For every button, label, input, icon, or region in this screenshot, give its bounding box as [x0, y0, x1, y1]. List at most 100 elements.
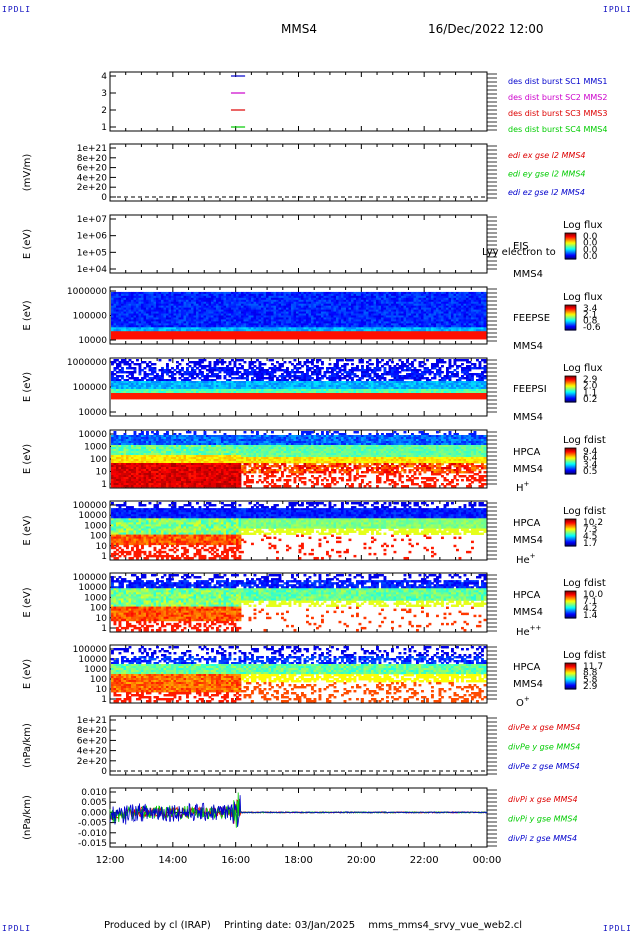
spectrogram-cell — [351, 315, 354, 318]
spectrogram-cell — [126, 303, 129, 307]
spectrogram-cell — [418, 317, 422, 320]
spectrogram-cell — [231, 335, 234, 338]
spectrogram-cell — [138, 297, 142, 301]
spectrogram-cell — [401, 303, 404, 307]
spectrogram-cell — [473, 317, 477, 320]
spectrogram-cell — [123, 307, 127, 311]
spectrogram-cell — [253, 299, 257, 303]
spectrogram-cell — [138, 291, 142, 295]
spectrogram-cell — [238, 387, 242, 390]
spectrogram-cell — [428, 299, 432, 303]
spectrogram-cell — [198, 327, 202, 330]
spectrogram-cell — [143, 303, 147, 307]
spectrogram-cell — [296, 311, 299, 314]
spectrogram-cell — [158, 303, 162, 307]
spectrogram-cell — [221, 303, 224, 307]
spectrogram-cell — [343, 323, 347, 326]
spectrogram-cell — [353, 333, 357, 336]
spectrogram-cell — [223, 321, 227, 324]
spectrogram-cell — [461, 299, 464, 303]
spectrogram-cell — [293, 291, 297, 295]
spectrogram-cell — [146, 293, 149, 297]
spectrogram-cell — [441, 337, 444, 340]
spectrogram-cell — [393, 315, 397, 318]
spectrogram-cell — [283, 317, 287, 320]
spectrogram-cell — [351, 333, 354, 336]
spectrogram-cell — [481, 329, 484, 332]
spectrogram-cell — [443, 321, 447, 324]
spectrogram-cell — [111, 335, 114, 338]
spectrogram-cell — [113, 361, 117, 364]
spectrogram-cell — [203, 389, 207, 392]
spectrogram-cell — [368, 315, 372, 318]
spectrogram-cell — [278, 325, 282, 328]
spectrogram-cell — [246, 369, 249, 372]
spectrogram-cell — [123, 381, 127, 384]
spectrogram-cell — [341, 325, 344, 328]
spectrogram-cell — [133, 327, 137, 330]
spectrogram-cell — [121, 291, 124, 295]
spectrogram-cell — [123, 299, 127, 303]
spectrogram-cell — [161, 391, 164, 394]
spectrogram-cell — [238, 331, 242, 334]
spectrogram-cell — [236, 317, 239, 320]
spectrogram-cell — [238, 375, 242, 378]
spectrogram-cell — [231, 311, 234, 314]
spectrogram-cell — [456, 313, 459, 316]
spectrogram-cell — [121, 369, 124, 372]
spectrogram-cell — [256, 387, 259, 390]
spectrogram-cell — [416, 327, 419, 330]
spectrogram-cell — [448, 307, 452, 311]
spectrogram-cell — [331, 319, 334, 322]
spectrogram-cell — [288, 309, 292, 312]
spectrogram-cell — [176, 329, 179, 332]
spectrogram-cell — [431, 307, 434, 311]
spectrogram-cell — [198, 369, 202, 372]
spectrogram-cell — [123, 389, 127, 392]
spectrogram-cell — [221, 321, 224, 324]
spectrogram-cell — [278, 335, 282, 338]
spectrogram-cell — [451, 295, 454, 299]
spectrogram-cell — [348, 297, 352, 301]
spectrogram-cell — [288, 307, 292, 311]
spectrogram-cell — [311, 327, 314, 330]
spectrogram-cell — [361, 311, 364, 314]
spectrogram-cell — [136, 387, 139, 390]
spectrogram-cell — [273, 297, 277, 301]
spectrogram-cell — [431, 299, 434, 303]
spectrogram-cell — [256, 291, 259, 295]
spectrogram-cell — [111, 397, 114, 400]
spectrogram-cell — [261, 301, 264, 305]
spectrogram-cell — [263, 309, 267, 312]
spectrogram-cell — [128, 333, 132, 336]
spectrogram-cell — [241, 365, 244, 368]
spectrogram-cell — [178, 319, 182, 322]
spectrogram-cell — [186, 327, 189, 330]
spectrogram-cell — [238, 391, 242, 394]
spectrogram-cell — [341, 293, 344, 297]
spectrogram-cell — [291, 313, 294, 316]
spectrogram-cell — [153, 307, 157, 311]
spectrogram-cell — [136, 363, 139, 366]
spectrogram-cell — [211, 375, 214, 378]
spectrogram-cell — [206, 315, 209, 318]
spectrogram-cell — [203, 359, 207, 362]
spectrogram-cell — [393, 317, 397, 320]
spectrogram-cell — [133, 333, 137, 336]
spectrogram-cell — [336, 295, 339, 299]
spectrogram-cell — [478, 317, 482, 320]
spectrogram-cell — [166, 333, 169, 336]
spectrogram-cell — [263, 299, 267, 303]
spectrogram-cell — [176, 299, 179, 303]
spectrogram-cell — [281, 331, 284, 334]
spectrogram-cell — [353, 297, 357, 301]
spectrogram-cell — [296, 297, 299, 301]
spectrogram-cell — [168, 387, 172, 390]
spectrogram-cell — [128, 337, 132, 340]
spectrogram-cell — [111, 387, 114, 390]
spectrogram-cell — [113, 293, 117, 297]
spectrogram-cell — [418, 327, 422, 330]
spectrogram-cell — [291, 329, 294, 332]
spectrogram-cell — [343, 321, 347, 324]
spectrogram-cell — [301, 325, 304, 328]
